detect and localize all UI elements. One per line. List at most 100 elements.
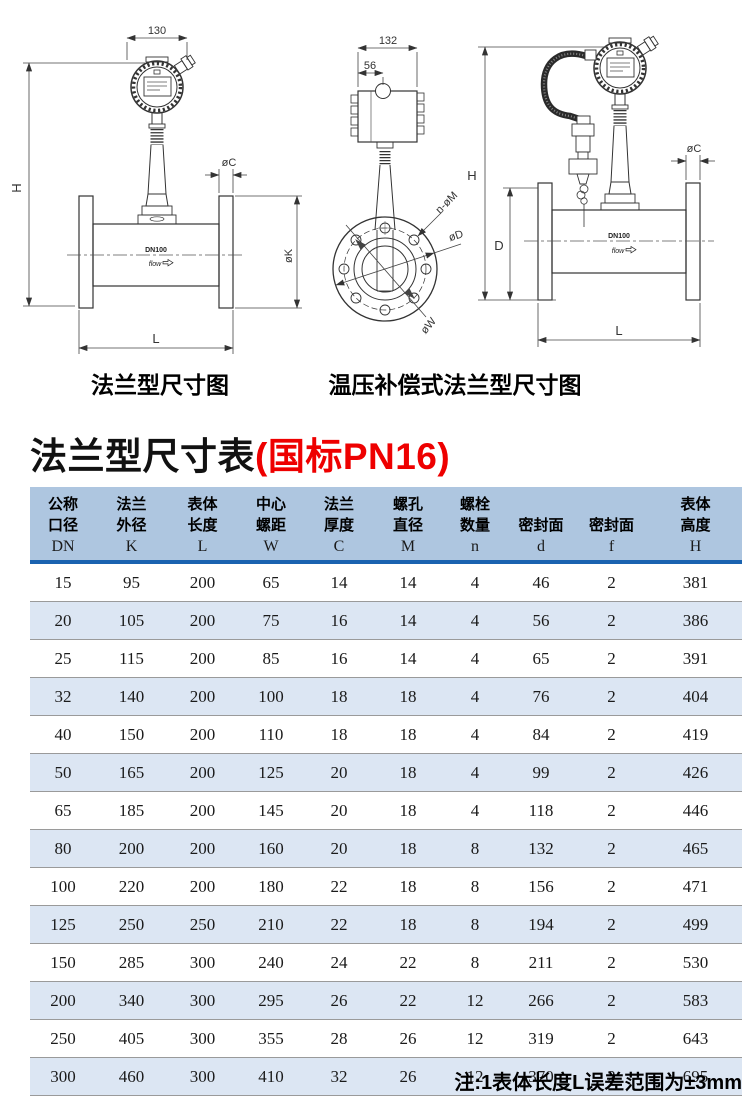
table-cell: 50	[30, 753, 96, 792]
table-cell: 211	[508, 943, 574, 982]
table-cell: 300	[167, 1057, 238, 1096]
table-cell: 110	[238, 715, 304, 754]
table-row-dn-20: 20 105 200 75 16 14 4 56 2 386	[30, 601, 742, 640]
table-cell: 20	[30, 601, 96, 640]
table-cell: 194	[508, 905, 574, 944]
flange-type-drawing: 130 H øC øK L DN100 flow	[9, 25, 302, 354]
table-cell: 266	[508, 981, 574, 1020]
dimension-table: 公称 口径 DN 法兰 外径 K 表体 长度 L 中心 螺距 W 法兰 厚度 C 螺孔 直径 M 螺栓 数量 n 密封面 d…	[30, 487, 742, 1096]
table-row-dn-40: 40 150 200 110 18 18 4 84 2 419	[30, 715, 742, 754]
table-cell: 16	[304, 601, 374, 640]
table-cell: 200	[167, 639, 238, 678]
temperature-sensor	[568, 115, 598, 185]
table-cell: 2	[574, 753, 649, 792]
table-cell: 65	[238, 562, 304, 602]
table-row-dn-300: 300 460 300 410 32 26 12 370 2 695	[30, 1057, 742, 1096]
table-cell: 465	[649, 829, 742, 868]
table-row-dn-200: 200 340 300 295 26 22 12 266 2 583	[30, 981, 742, 1020]
transmitter-head	[593, 41, 647, 95]
table-cell: 250	[96, 905, 167, 944]
dim-label-oD: øD	[447, 228, 465, 244]
table-cell: 410	[238, 1057, 304, 1096]
header-row: 公称 口径 DN 法兰 外径 K 表体 长度 L 中心 螺距 W 法兰 厚度 C 螺孔 直径 M 螺栓 数量 n 密封面 d…	[30, 487, 742, 562]
table-cell: 295	[238, 981, 304, 1020]
flange-left	[78, 195, 94, 309]
table-cell: 18	[374, 905, 442, 944]
table-cell: 32	[30, 677, 96, 716]
caption-flange-type: 法兰型尺寸图	[91, 372, 229, 398]
table-cell: 18	[374, 791, 442, 830]
table-cell: 15	[30, 562, 96, 602]
table-cell: 4	[442, 639, 508, 678]
flange-front-view-drawing: 132 56 n-øM øD øW	[332, 35, 465, 336]
table-cell: 319	[508, 1019, 574, 1058]
table-cell: 200	[167, 715, 238, 754]
table-cell: 2	[574, 829, 649, 868]
dim-label-56: 56	[364, 60, 376, 72]
table-cell: 695	[649, 1057, 742, 1096]
table-cell: 370	[508, 1057, 574, 1096]
table-cell: 499	[649, 905, 742, 944]
table-cell: 4	[442, 715, 508, 754]
table-cell: 404	[649, 677, 742, 716]
table-cell: 220	[96, 867, 167, 906]
table-cell: 125	[30, 905, 96, 944]
table-row-dn-15: 15 95 200 65 14 14 4 46 2 381	[30, 562, 742, 602]
table-cell: 4	[442, 677, 508, 716]
table-cell: 4	[442, 753, 508, 792]
cable-gland	[636, 35, 659, 56]
table-cell: 18	[304, 677, 374, 716]
column-header-d: 密封面 d	[518, 517, 564, 555]
table-cell: 105	[96, 601, 167, 640]
table-cell: 76	[508, 677, 574, 716]
table-cell: 583	[649, 981, 742, 1020]
table-cell: 446	[649, 791, 742, 830]
table-cell: 471	[649, 867, 742, 906]
capillary-coil	[576, 184, 589, 205]
table-cell: 150	[30, 943, 96, 982]
table-cell: 460	[96, 1057, 167, 1096]
table-cell: 2	[574, 715, 649, 754]
dim-label-oK: øK	[283, 248, 295, 263]
table-cell: 2	[574, 791, 649, 830]
compensated-flange-drawing: H D øC L DN100 flow	[467, 35, 715, 347]
table-cell: 26	[374, 1057, 442, 1096]
table-cell: 118	[508, 791, 574, 830]
table-cell: 22	[374, 943, 442, 982]
table-cell: 150	[96, 715, 167, 754]
pipe-size-label: DN100	[608, 233, 630, 240]
transmitter-head	[130, 60, 184, 114]
table-cell: 20	[304, 753, 374, 792]
section-title-highlight: (国标PN16)	[255, 436, 451, 477]
table-cell: 22	[304, 905, 374, 944]
dim-label-oC: øC	[222, 157, 237, 169]
table-cell: 140	[96, 677, 167, 716]
table-cell: 20	[304, 829, 374, 868]
flange-outer-circle	[332, 216, 438, 322]
table-cell: 16	[304, 639, 374, 678]
dim-label-L: L	[152, 331, 159, 346]
display-window	[143, 76, 172, 97]
table-row-dn-50: 50 165 200 125 20 18 4 99 2 426	[30, 753, 742, 792]
table-cell: 200	[167, 753, 238, 792]
flange-right	[218, 195, 234, 309]
dim-label-n-oM: n-øM	[434, 190, 461, 217]
table-cell: 210	[238, 905, 304, 944]
table-cell: 2	[574, 981, 649, 1020]
table-cell: 2	[574, 943, 649, 982]
table-row-dn-250: 250 405 300 355 28 26 12 319 2 643	[30, 1019, 742, 1058]
table-cell: 530	[649, 943, 742, 982]
table-cell: 22	[304, 867, 374, 906]
table-cell: 100	[238, 677, 304, 716]
table-cell: 65	[30, 791, 96, 830]
table-cell: 2	[574, 677, 649, 716]
column-header-M: 螺孔 直径 M	[392, 496, 423, 555]
table-cell: 14	[304, 562, 374, 602]
dim-label-130: 130	[148, 25, 166, 37]
table-cell: 26	[304, 981, 374, 1020]
section-title: 法兰型尺寸表(国标PN16)	[30, 426, 450, 480]
table-cell: 14	[374, 639, 442, 678]
flow-label: flow	[612, 248, 625, 255]
column-header-W: 中心 螺距 W	[255, 496, 286, 555]
